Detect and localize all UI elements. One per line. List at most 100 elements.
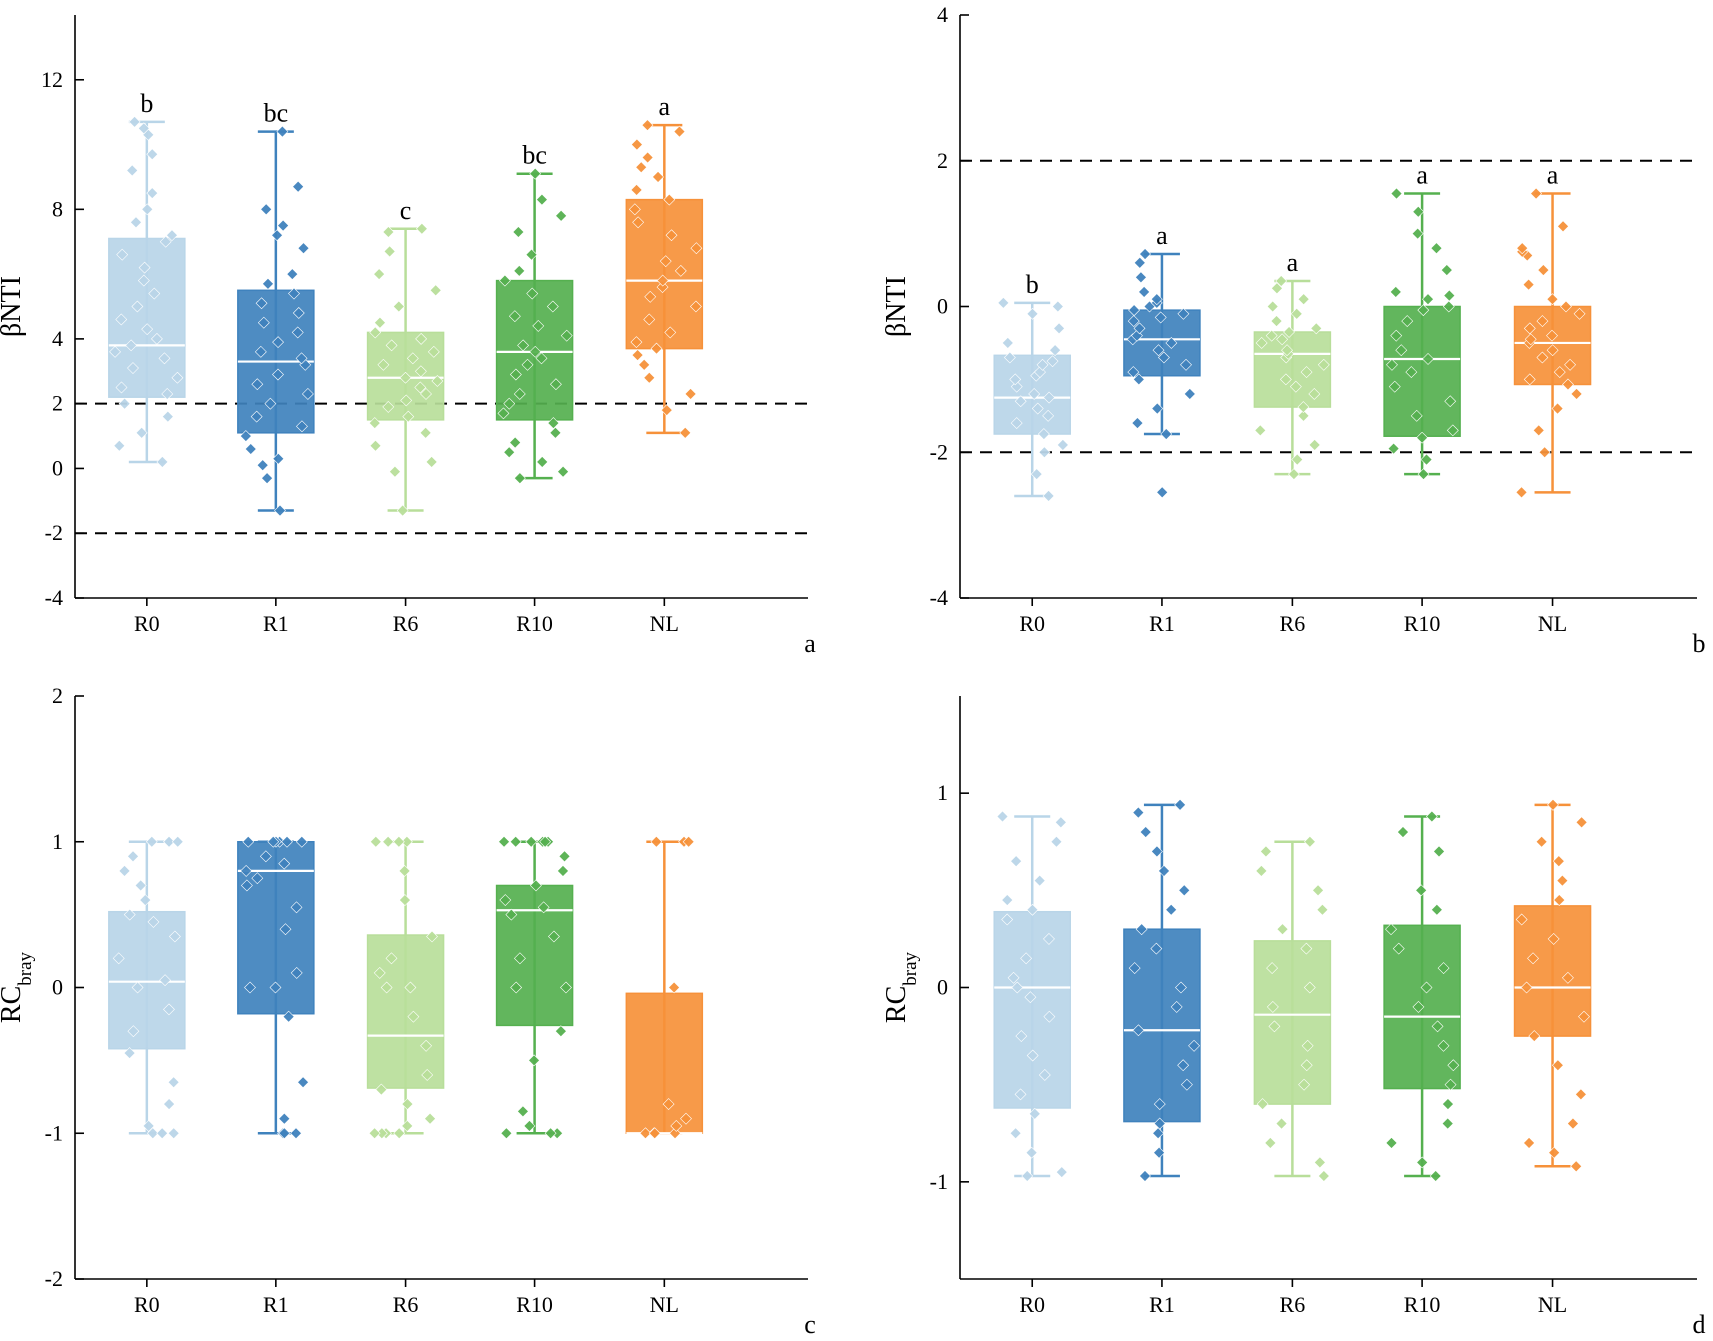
data-point xyxy=(1297,409,1310,422)
data-point xyxy=(1010,417,1023,430)
data-point xyxy=(137,122,150,135)
data-point xyxy=(277,219,290,232)
data-point xyxy=(1440,264,1453,276)
data-point xyxy=(1300,366,1313,379)
data-point xyxy=(1395,344,1408,357)
data-point xyxy=(521,358,534,371)
data-point xyxy=(689,300,702,313)
data-point xyxy=(115,313,128,326)
data-point xyxy=(509,436,522,449)
data-point xyxy=(1570,388,1583,400)
data-point xyxy=(1385,1137,1398,1149)
box-group-R6: a xyxy=(1253,248,1332,481)
data-point xyxy=(1317,1170,1330,1182)
data-point xyxy=(109,345,121,358)
data-point xyxy=(127,1025,140,1038)
data-point xyxy=(1546,293,1559,306)
x-tick-label: R0 xyxy=(134,611,160,636)
data-point xyxy=(1532,424,1545,437)
data-point xyxy=(128,115,141,128)
data-point xyxy=(1520,981,1533,994)
data-point xyxy=(262,277,274,290)
data-point xyxy=(1010,380,1023,393)
data-point xyxy=(1442,300,1455,313)
data-point xyxy=(996,810,1009,823)
data-point xyxy=(1157,351,1170,364)
data-point xyxy=(400,835,413,848)
data-point xyxy=(1271,282,1283,295)
data-point xyxy=(385,339,398,352)
data-point xyxy=(1415,884,1428,897)
data-point xyxy=(382,226,395,238)
data-point xyxy=(1276,333,1289,346)
data-point xyxy=(1392,942,1405,955)
x-tick-label: R1 xyxy=(1149,611,1175,636)
data-point xyxy=(407,1010,420,1023)
y-tick-label: -2 xyxy=(45,520,63,545)
data-point xyxy=(260,203,273,216)
box-group-NL xyxy=(625,835,704,1140)
data-point xyxy=(1444,1078,1457,1091)
data-point xyxy=(150,332,163,345)
data-point xyxy=(398,864,411,877)
data-point xyxy=(282,1010,295,1023)
data-point xyxy=(1548,1146,1561,1159)
data-point xyxy=(1291,453,1304,466)
data-point xyxy=(1054,816,1067,829)
data-point xyxy=(1443,289,1456,302)
data-point xyxy=(374,316,386,329)
data-point xyxy=(399,894,411,906)
data-point xyxy=(1156,486,1169,499)
data-point xyxy=(1537,264,1550,276)
x-tick-label: R1 xyxy=(263,1292,289,1317)
data-point xyxy=(509,368,522,381)
data-point xyxy=(508,310,521,323)
data-point xyxy=(1020,952,1033,965)
data-point xyxy=(382,835,395,848)
y-tick-label: 2 xyxy=(52,683,63,708)
panel-letter: a xyxy=(804,629,816,658)
y-tick-label: -4 xyxy=(45,585,63,610)
data-point xyxy=(1160,428,1173,440)
data-point xyxy=(1028,388,1041,400)
data-point xyxy=(1264,1137,1277,1149)
data-point xyxy=(1165,337,1178,349)
data-point xyxy=(1135,271,1147,284)
data-point xyxy=(271,229,283,242)
data-point xyxy=(652,171,664,183)
data-point xyxy=(514,952,526,965)
data-point xyxy=(377,358,390,371)
data-point xyxy=(638,358,651,371)
data-point xyxy=(1303,981,1316,994)
data-point xyxy=(1552,855,1565,868)
data-point xyxy=(141,203,154,216)
x-tick-label: R0 xyxy=(134,1292,160,1317)
data-point xyxy=(145,835,158,848)
y-tick-label: 0 xyxy=(937,294,948,319)
data-point xyxy=(549,426,562,439)
data-point xyxy=(650,835,663,848)
box xyxy=(993,910,1071,1109)
data-point xyxy=(281,835,293,848)
data-point xyxy=(401,1120,414,1132)
data-point xyxy=(1133,322,1146,335)
data-point xyxy=(1188,1039,1200,1052)
data-point xyxy=(1444,395,1457,408)
data-point xyxy=(429,284,442,297)
data-point xyxy=(537,901,550,914)
data-point xyxy=(1573,307,1586,320)
data-point xyxy=(135,426,148,439)
data-point xyxy=(1446,424,1459,437)
panel-a: -4 -2 0 2 4 8 12 βNTI b R0 bc R1 c R6 bc R10 a NL a xyxy=(0,15,816,658)
data-point xyxy=(1042,409,1055,422)
data-point xyxy=(630,336,643,349)
data-point xyxy=(664,326,677,339)
data-point xyxy=(125,339,138,352)
data-point xyxy=(1030,468,1043,481)
data-point xyxy=(113,439,126,452)
data-point xyxy=(1528,1030,1541,1043)
data-point xyxy=(168,930,181,943)
data-point xyxy=(242,835,255,848)
data-point xyxy=(536,193,548,206)
box-group-R1: a xyxy=(1123,221,1201,499)
